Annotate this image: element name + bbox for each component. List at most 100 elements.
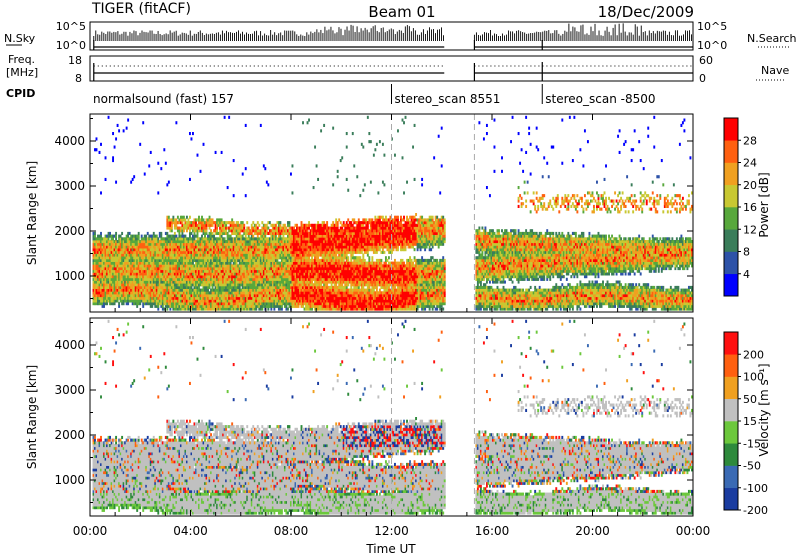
power-cell — [207, 285, 209, 289]
power-cell — [289, 275, 292, 279]
power-cell — [318, 248, 321, 252]
power-cell — [133, 253, 136, 257]
power-cell — [296, 258, 298, 262]
power-cell — [217, 285, 220, 289]
power-cell — [265, 296, 268, 300]
power-cell — [314, 223, 317, 227]
power-cell — [247, 285, 250, 289]
power-cell — [175, 250, 178, 254]
power-cell — [143, 237, 146, 241]
power-cell — [112, 156, 115, 160]
power-cell — [315, 280, 318, 284]
power-cell — [238, 285, 241, 289]
power-cell — [220, 307, 223, 311]
power-cell — [98, 240, 101, 244]
power-cell — [112, 237, 115, 241]
power-cell — [308, 226, 310, 230]
power-cell — [229, 240, 232, 244]
power-cell — [217, 277, 220, 281]
power-cell — [274, 245, 277, 249]
power-cell — [146, 280, 149, 284]
power-cell — [211, 245, 214, 249]
power-cell — [291, 250, 294, 254]
power-cell — [213, 248, 216, 252]
power-cell — [318, 226, 321, 230]
power-cell — [100, 234, 102, 238]
power-cell — [321, 288, 324, 292]
power-cell — [100, 269, 102, 273]
power-cell — [306, 250, 309, 254]
power-cell — [139, 269, 142, 273]
power-cell — [175, 275, 178, 279]
power-cell — [98, 291, 101, 295]
power-cell — [308, 250, 310, 254]
power-cell — [216, 272, 219, 276]
power-cell — [299, 280, 301, 284]
power-cell — [271, 250, 274, 254]
power-cell — [98, 269, 101, 273]
power-cell — [274, 280, 277, 284]
power-cell — [288, 261, 291, 265]
power-cell — [232, 253, 235, 257]
power-cell — [181, 256, 184, 260]
power-cell — [124, 242, 127, 246]
power-cell — [196, 288, 199, 292]
power-cell — [249, 285, 252, 289]
power-cell — [154, 242, 157, 246]
power-cell — [302, 256, 304, 260]
power-cell — [299, 245, 301, 249]
power-cell — [225, 304, 228, 308]
power-cell — [131, 245, 134, 249]
power-cell — [181, 261, 184, 265]
power-cell — [253, 291, 256, 295]
power-cell — [176, 277, 179, 281]
power-cell — [320, 242, 323, 246]
power-cell — [264, 229, 267, 233]
power-cell — [223, 283, 226, 287]
power-cell — [232, 194, 235, 198]
power-cell — [273, 283, 276, 287]
power-cell — [270, 307, 273, 311]
power-cell — [262, 294, 265, 298]
power-cell — [235, 261, 238, 265]
power-cell — [139, 283, 142, 287]
power-cell — [259, 275, 262, 279]
power-cell — [176, 253, 179, 257]
power-cell — [253, 283, 256, 287]
power-cell — [274, 248, 277, 252]
power-cell — [321, 294, 324, 298]
power-cell — [294, 231, 297, 235]
power-cell — [317, 288, 320, 292]
power-cell — [185, 269, 188, 273]
power-cell — [270, 258, 273, 262]
power-cell — [222, 226, 225, 230]
power-cell — [247, 299, 250, 303]
power-cell — [106, 242, 108, 246]
power-cell — [247, 258, 250, 262]
power-cell — [302, 275, 304, 279]
power-cell — [109, 250, 112, 254]
power-cell — [208, 291, 211, 295]
power-cell — [146, 242, 149, 246]
power-cell — [320, 269, 323, 273]
power-cell — [216, 267, 219, 271]
power-cell — [170, 221, 173, 225]
power-cell — [222, 302, 225, 306]
power-cell — [283, 223, 286, 227]
power-cell — [250, 275, 253, 279]
power-cell — [305, 258, 307, 262]
power-cell — [154, 269, 157, 273]
power-cell — [137, 277, 140, 281]
power-cell — [110, 245, 113, 249]
power-cell — [315, 299, 318, 303]
power-cell — [107, 299, 110, 303]
power-cell — [225, 275, 228, 279]
power-cell — [210, 277, 213, 281]
power-cell — [192, 245, 194, 249]
power-cell — [154, 258, 157, 262]
power-cell — [321, 272, 324, 276]
power-cell — [175, 283, 178, 287]
power-cell — [202, 304, 205, 308]
power-cell — [324, 304, 327, 308]
power-cell — [318, 242, 321, 246]
